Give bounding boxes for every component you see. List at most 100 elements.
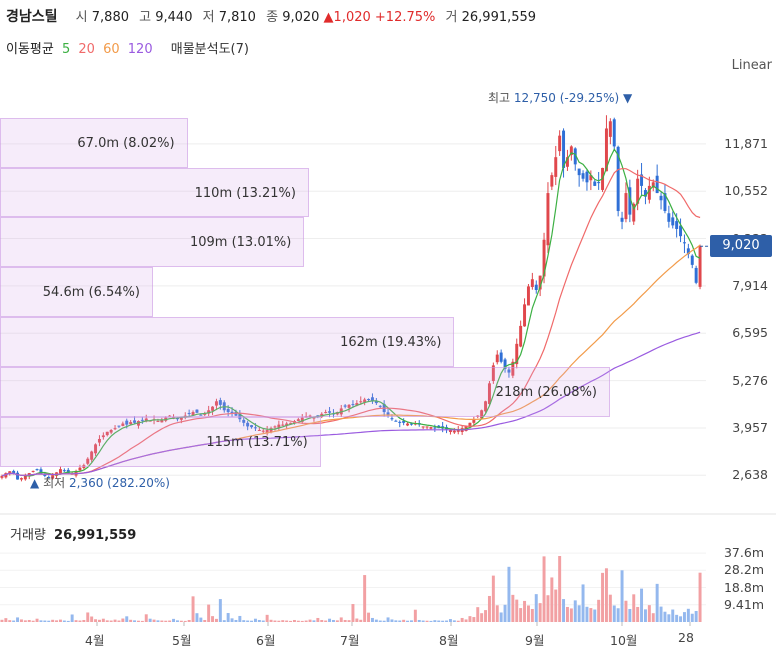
- volume-bar: [8, 620, 12, 622]
- candle-body: [686, 248, 690, 255]
- candle-body: [51, 475, 55, 479]
- candle-body: [281, 424, 285, 426]
- volume-bar: [429, 620, 433, 622]
- volume-bar: [585, 606, 589, 622]
- candle-body: [456, 430, 460, 432]
- candle-body: [554, 157, 558, 177]
- volume-bar: [140, 620, 144, 622]
- volume-bar: [82, 619, 86, 622]
- candle-body: [211, 406, 215, 411]
- scale-mode[interactable]: Linear: [731, 58, 772, 73]
- volume-bar: [534, 594, 538, 622]
- volume-bar: [601, 572, 605, 622]
- volume-tick-label: 9.41m: [723, 596, 764, 612]
- candle-body: [421, 426, 425, 428]
- volume-bar: [507, 566, 511, 622]
- candle-body: [355, 403, 359, 406]
- candle-body: [526, 286, 530, 306]
- candle-body: [117, 425, 121, 427]
- time-tick-label: 7월: [340, 633, 360, 648]
- volume-bar: [31, 620, 35, 622]
- candle-body: [230, 411, 234, 414]
- volume-bar: [351, 604, 355, 622]
- low-annotation-label: 최저: [43, 476, 66, 490]
- volume-bar: [74, 620, 78, 622]
- volume-profile-toggle[interactable]: 매물분석도(7): [170, 42, 249, 57]
- volume-bar: [690, 613, 694, 622]
- ma-label[interactable]: 이동평균: [6, 42, 54, 57]
- volume-bar: [655, 583, 659, 622]
- volume-bar: [304, 620, 308, 622]
- volume-bar: [624, 600, 628, 622]
- candle-body: [682, 242, 686, 244]
- volume-bar: [675, 614, 679, 622]
- candle-body: [351, 404, 355, 406]
- volume-profile-bar: 54.6m (6.54%): [0, 267, 153, 318]
- volume-bar: [265, 614, 269, 622]
- candle-body: [8, 471, 12, 474]
- volume-bar: [66, 620, 70, 622]
- time-tick-label: 5월: [172, 633, 192, 648]
- volume-bar: [628, 608, 632, 622]
- candle-body: [472, 419, 476, 423]
- volume-bar: [359, 619, 363, 622]
- volume-bar: [597, 599, 601, 622]
- volume-bar: [148, 618, 152, 622]
- volume-bar: [285, 620, 289, 622]
- candle-body: [0, 475, 4, 478]
- volume-pane-value: 26,991,559: [54, 528, 137, 543]
- volume-bar: [183, 620, 187, 622]
- volume-bar: [27, 619, 31, 622]
- candle-body: [448, 430, 452, 432]
- ma-legend: 이동평균 5 20 60 120 매물분석도(7): [6, 38, 253, 57]
- volume-bar: [144, 614, 148, 622]
- volume-bar: [452, 620, 456, 622]
- ma-5[interactable]: 5: [61, 42, 71, 57]
- volume-bar: [117, 620, 121, 622]
- volume-bar: [378, 620, 382, 622]
- candle-body: [542, 239, 546, 277]
- volume-bar: [335, 620, 339, 622]
- volume-bar: [612, 605, 616, 622]
- volume-profile-label: 162m (19.43%): [340, 335, 442, 351]
- ma-20[interactable]: 20: [78, 42, 95, 57]
- volume-bar: [129, 619, 133, 622]
- candle-body: [113, 428, 117, 430]
- volume-bar: [370, 617, 374, 622]
- high-annotation-value: 12,750: [513, 91, 556, 105]
- low-annotation-value: 2,360: [68, 476, 104, 490]
- ma-60[interactable]: 60: [103, 42, 120, 57]
- volume-bar: [218, 599, 222, 622]
- candle-body: [133, 420, 137, 423]
- volume-bar: [101, 618, 105, 622]
- volume-bar: [671, 609, 675, 622]
- volume-tick-label: 37.6m: [723, 545, 764, 561]
- candle-body: [47, 476, 51, 478]
- candle-body: [593, 181, 597, 186]
- volume-bar: [480, 613, 484, 622]
- volume-bar: [191, 596, 195, 622]
- volume-bar: [433, 620, 437, 622]
- volume-bar: [16, 617, 20, 622]
- volume-bar: [308, 619, 312, 622]
- volume-bar: [550, 577, 554, 622]
- volume-bar: [569, 608, 573, 622]
- volume-bar: [573, 600, 577, 622]
- candle-body: [35, 469, 39, 471]
- candle-body: [31, 470, 35, 472]
- volume-bar: [195, 613, 199, 622]
- ma-120[interactable]: 120: [127, 42, 153, 57]
- candle-body: [425, 426, 429, 428]
- candle-body: [90, 451, 94, 460]
- candle-body: [480, 410, 484, 419]
- volume-bar: [390, 619, 394, 622]
- volume-bar: [577, 605, 581, 622]
- volume-bar: [398, 620, 402, 622]
- volume-bar: [608, 594, 612, 622]
- volume-bar: [292, 619, 296, 622]
- price-tick-label: 2,638: [732, 467, 768, 483]
- candle-body: [273, 426, 277, 428]
- volume-bar: [413, 609, 417, 622]
- candle-body: [367, 399, 371, 401]
